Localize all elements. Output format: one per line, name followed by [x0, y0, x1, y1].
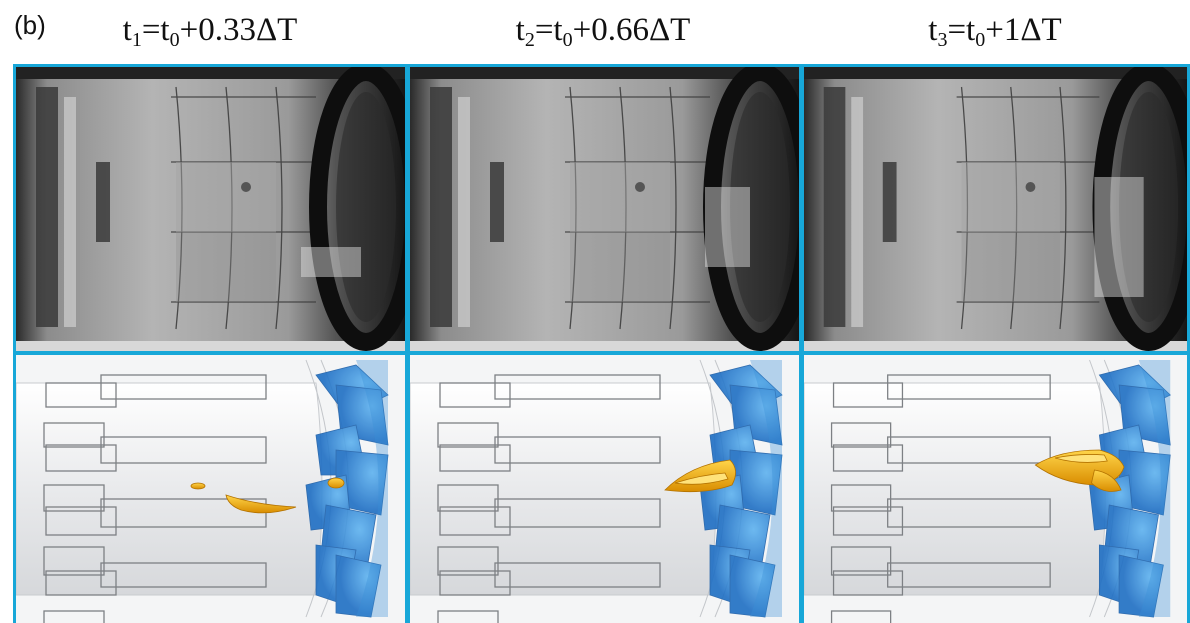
- photo-image: [16, 67, 405, 351]
- panel-label: (b): [14, 10, 46, 40]
- render-image: [410, 359, 783, 623]
- render-image: [804, 359, 1171, 623]
- render-t1: [16, 355, 405, 623]
- column-title-2: t2=t0+0.66ΔT: [515, 12, 691, 51]
- figure-grid: [13, 64, 1190, 623]
- render-image: [16, 359, 389, 623]
- column-title-3: t3=t0+1ΔT: [928, 12, 1062, 51]
- render-t3: [804, 355, 1187, 623]
- column-title-1: t1=t0+0.33ΔT: [122, 12, 298, 51]
- photo-t1: [16, 67, 405, 351]
- render-t2: [410, 355, 799, 623]
- photo-image: [410, 67, 799, 351]
- photo-image: [804, 67, 1187, 351]
- photo-t2: [410, 67, 799, 351]
- photo-t3: [804, 67, 1187, 351]
